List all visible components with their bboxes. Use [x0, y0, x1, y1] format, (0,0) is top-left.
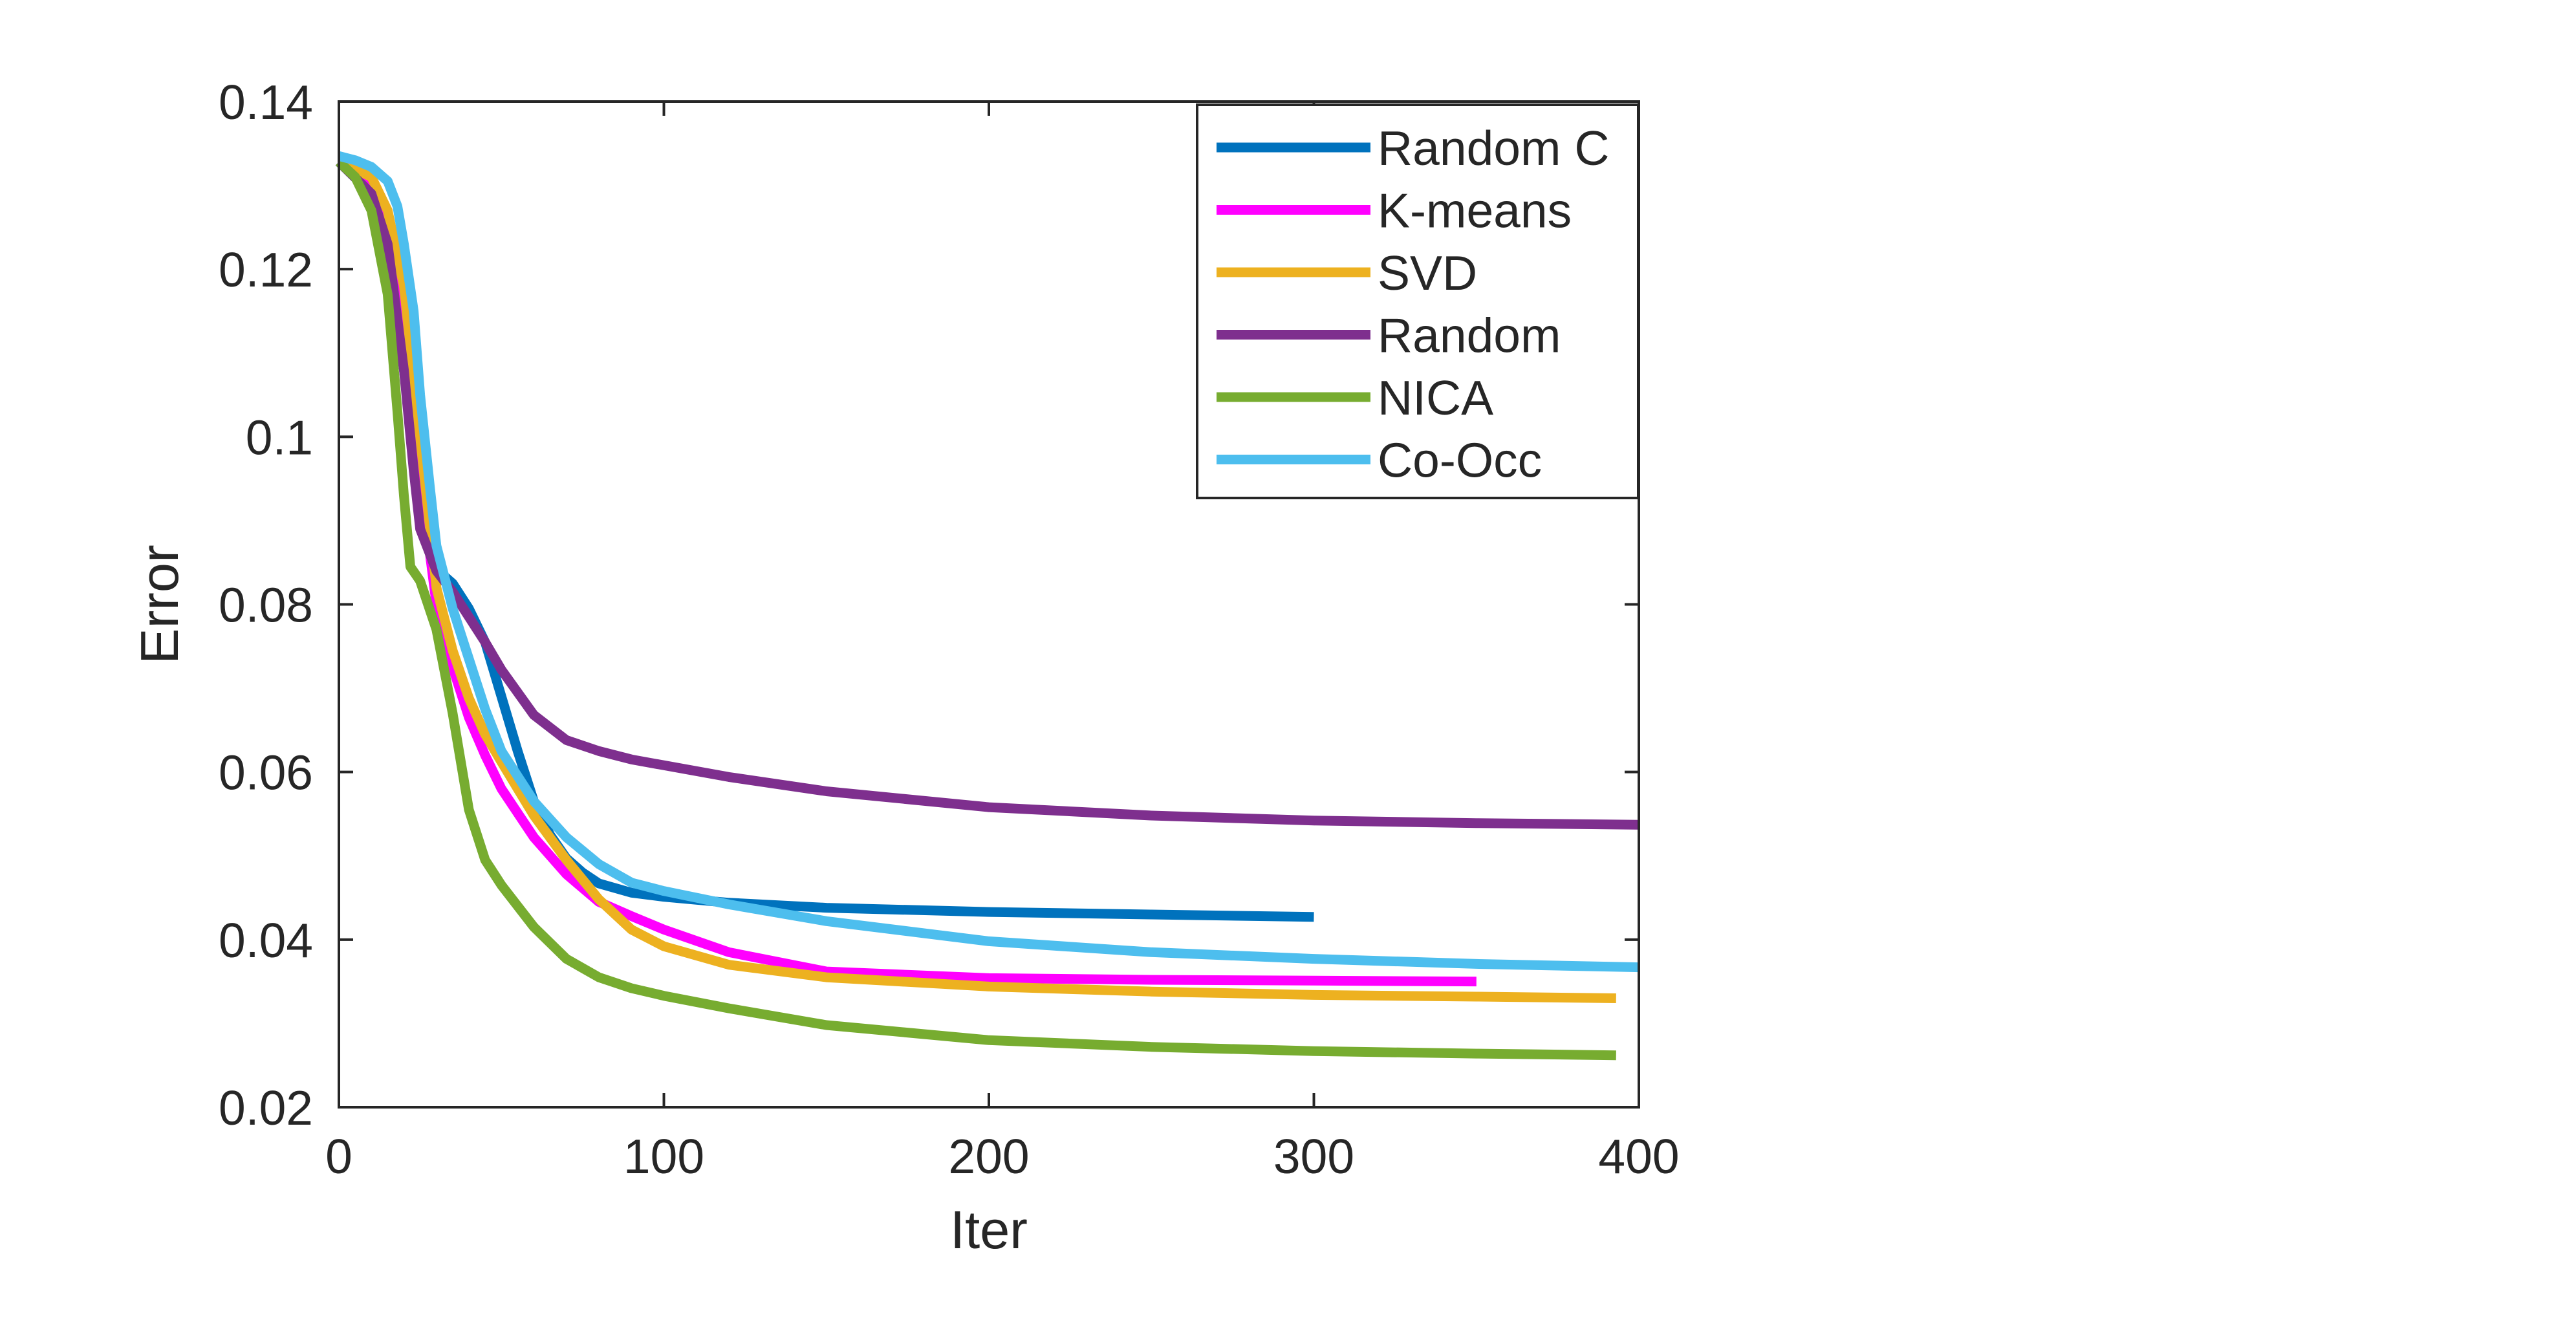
legend-label: SVD [1378, 246, 1477, 300]
y-tick-label: 0.14 [219, 75, 313, 129]
y-tick-label: 0.1 [246, 410, 313, 464]
series-layer [335, 151, 1640, 1061]
legend-box [1196, 103, 1640, 499]
y-tick-label: 0.06 [219, 746, 313, 800]
legend-label: Co-Occ [1378, 433, 1542, 488]
y-tick-label: 0.02 [219, 1081, 313, 1135]
y-tick-label: 0.12 [219, 243, 313, 297]
series-line-nica [335, 158, 1616, 1061]
y-tick-label: 0.08 [219, 578, 313, 633]
x-tick-label: 100 [623, 1129, 704, 1184]
x-tick-label: 300 [1273, 1129, 1354, 1184]
x-axis-label: Iter [950, 1200, 1028, 1260]
legend-label: Random [1378, 308, 1561, 363]
y-tick-label: 0.04 [219, 913, 313, 968]
y-axis-label: Error [129, 545, 189, 664]
axes-layer: 0 100 200 300 400 0.02 0.04 0.06 0.08 0.1 0.12 0.14… [129, 75, 1680, 1260]
x-tick-label: 0 [325, 1129, 352, 1184]
legend-label: Random C [1378, 121, 1609, 175]
series-line-co-occ [338, 151, 1640, 973]
series-line-random [335, 158, 1640, 830]
legend-label: NICA [1378, 371, 1493, 425]
x-tick-label: 400 [1598, 1129, 1679, 1184]
x-tick-label: 200 [948, 1129, 1029, 1184]
legend: Random C K-means SVD Random NICA Co-Occ [1196, 103, 1640, 499]
legend-label: K-means [1378, 184, 1572, 238]
series-line-svd [336, 157, 1616, 1003]
